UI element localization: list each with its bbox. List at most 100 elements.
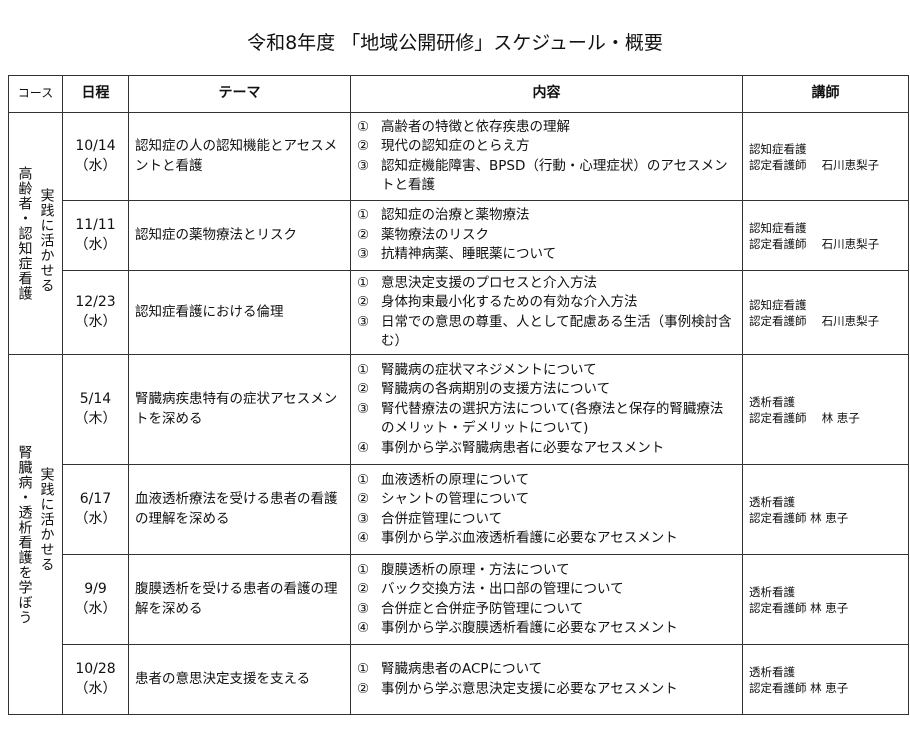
- content-item: ④ 事例から学ぶ腎臓病患者に必要なアセスメント: [357, 439, 736, 459]
- date-cell: 5/14 （木）: [62, 354, 129, 465]
- weekday: （水）: [74, 313, 117, 330]
- item-number: ④: [357, 530, 370, 546]
- item-number: ①: [357, 118, 370, 135]
- content-item: ③ 抗精神病薬、睡眠薬について: [357, 245, 736, 265]
- item-text: 腎代替療法の選択方法について(各療法と保存的腎臓療法のメリット・デメリットについ…: [381, 400, 724, 437]
- item-number: ③: [357, 246, 370, 263]
- content-cell: ① 腹膜透析の原理・方法について ② バック交換方法・出口部の管理について ③ 合併症と合…: [350, 554, 743, 645]
- item-text: 薬物療法のリスク: [381, 226, 489, 243]
- teacher-specialty: 認知症看護: [749, 220, 807, 235]
- item-number: ①: [357, 661, 370, 677]
- item-text: 高齢者の特徴と依存疾患の理解: [381, 118, 570, 135]
- content-item: ③ 日常での意思の尊重、人として配慮ある生活（事例検討含む）: [357, 313, 736, 352]
- weekday: （水）: [74, 680, 117, 697]
- teacher-specialty: 透析看護: [749, 394, 795, 409]
- item-number: ①: [357, 561, 370, 578]
- content-item: ③ 合併症と合併症予防管理について: [357, 600, 736, 620]
- weekday: （水）: [74, 236, 117, 253]
- course-subtitle: 実践に活かせる: [38, 466, 55, 572]
- date-cell: 11/11 （水）: [62, 200, 129, 271]
- content-item: ④ 事例から学ぶ血液透析看護に必要なアセスメント: [357, 529, 736, 549]
- table-row: 11/11 （水） 認知症の薬物療法とリスク ① 認知症の治療と薬物療法 ② 薬物療法のリス…: [9, 200, 909, 271]
- item-text: 事例から学ぶ意思決定支援に必要なアセスメント: [381, 680, 678, 697]
- header-theme: テーマ: [128, 75, 351, 113]
- item-text: 現代の認知症のとらえ方: [381, 138, 530, 154]
- header-teacher: 講師: [742, 75, 909, 113]
- teacher-name: 認定看護師 林 恵子: [749, 600, 849, 615]
- content-item: ① 高齢者の特徴と依存疾患の理解: [357, 118, 736, 138]
- date: 12/23: [75, 294, 116, 310]
- content-item: ② 現代の認知症のとらえ方: [357, 137, 736, 157]
- weekday: （水）: [74, 510, 117, 527]
- teacher-specialty: 透析看護: [749, 494, 795, 509]
- item-text: 事例から学ぶ腹膜透析看護に必要なアセスメント: [381, 620, 678, 636]
- item-text: 認知症の治療と薬物療法: [381, 207, 530, 224]
- item-text: 合併症と合併症予防管理について: [381, 600, 584, 617]
- date: 5/14: [79, 391, 112, 407]
- item-text: 血液透析の原理について: [381, 471, 530, 488]
- date-cell: 12/23 （水）: [62, 270, 129, 355]
- table-row: 6/17 （水） 血液透析療法を受ける患者の看護の理解を深める ① 血液透析の原理につい…: [9, 464, 909, 555]
- table-row: 実践に活かせる 腎臓病・透析看護を学ぼう 5/14 （木） 腎臓病疾患特有の症状アセスメ…: [8, 354, 909, 715]
- date: 10/14: [75, 138, 116, 154]
- theme-cell: 認知症の人の認知機能とアセスメントと看護: [128, 112, 351, 201]
- item-number: ②: [357, 294, 370, 310]
- teacher-cell: 認知症看護 認定看護師 石川恵梨子: [742, 270, 909, 355]
- item-text: 身体拘束最小化するための有効な介入方法: [381, 294, 638, 310]
- item-number: ③: [357, 400, 370, 417]
- item-text: 腎臓病の各病期別の支援方法について: [381, 381, 611, 398]
- theme-cell: 患者の意思決定支援を支える: [128, 644, 351, 715]
- date: 10/28: [75, 661, 116, 677]
- item-number: ②: [357, 581, 370, 597]
- weekday: （水）: [74, 157, 117, 174]
- content-item: ① 腎臓病患者のACPについて: [357, 660, 736, 680]
- teacher-cell: 透析看護 認定看護師 林 恵子: [742, 464, 909, 555]
- theme-cell: 認知症の薬物療法とリスク: [128, 200, 351, 271]
- item-text: 事例から学ぶ腎臓病患者に必要なアセスメント: [381, 439, 665, 456]
- item-text: 腎臓病の症状マネジメントについて: [381, 361, 597, 378]
- content-item: ① 認知症の治療と薬物療法: [357, 206, 736, 226]
- schedule-table: コース 日程 テーマ 内容 講師 実践に活かせる 高齢者・認知症看護 10/14 （水…: [8, 75, 909, 715]
- date: 11/11: [75, 217, 116, 233]
- content-item: ① 腹膜透析の原理・方法について: [357, 561, 736, 581]
- teacher-name: 認定看護師 林 恵子: [749, 510, 849, 525]
- teacher-name: 認定看護師 石川恵梨子: [749, 313, 880, 328]
- header-row: コース 日程 テーマ 内容 講師: [8, 75, 909, 113]
- content-cell: ① 腎臓病患者のACPについて ② 事例から学ぶ意思決定支援に必要なアセスメント: [350, 644, 743, 715]
- teacher-name: 認定看護師 林 恵子: [749, 410, 860, 425]
- teacher-cell: 認知症看護 認定看護師 石川恵梨子: [742, 112, 909, 201]
- course-cell: 実践に活かせる 腎臓病・透析看護を学ぼう: [8, 354, 63, 715]
- content-item: ① 腎臓病の症状マネジメントについて: [357, 361, 736, 381]
- item-text: 認知症機能障害、BPSD（行動・心理症状）のアセスメントと看護: [381, 157, 728, 194]
- item-number: ③: [357, 510, 370, 527]
- date: 9/9: [84, 581, 107, 597]
- table-row: 9/9 （水） 腹膜透析を受ける患者の看護の理解を深める ① 腹膜透析の原理・方法につい…: [9, 554, 909, 645]
- item-number: ④: [357, 620, 370, 636]
- content-item: ② 腎臓病の各病期別の支援方法について: [357, 380, 736, 400]
- teacher-specialty: 透析看護: [749, 664, 795, 679]
- content-cell: ① 認知症の治療と薬物療法 ② 薬物療法のリスク ③ 抗精神病薬、睡眠薬について: [350, 200, 743, 271]
- item-text: 腎臓病患者のACPについて: [381, 661, 543, 677]
- date-cell: 10/14 （水）: [62, 112, 129, 201]
- content-item: ② 薬物療法のリスク: [357, 226, 736, 246]
- teacher-cell: 透析看護 認定看護師 林 恵子: [742, 644, 909, 715]
- item-number: ①: [357, 471, 370, 488]
- course-subtitle: 実践に活かせる: [38, 188, 55, 293]
- teacher-specialty: 認知症看護: [749, 297, 807, 312]
- teacher-cell: 透析看護 認定看護師 林 恵子: [742, 354, 909, 465]
- content-cell: ① 高齢者の特徴と依存疾患の理解 ② 現代の認知症のとらえ方 ③ 認知症機能障害、BPSD…: [350, 112, 743, 201]
- item-text: 抗精神病薬、睡眠薬について: [381, 246, 557, 263]
- teacher-cell: 認知症看護 認定看護師 石川恵梨子: [742, 200, 909, 271]
- item-text: シャントの管理について: [381, 491, 530, 507]
- weekday: （木）: [74, 410, 117, 427]
- item-number: ①: [357, 274, 370, 291]
- theme-cell: 腹膜透析を受ける患者の看護の理解を深める: [128, 554, 351, 645]
- item-number: ①: [357, 207, 370, 224]
- content-item: ② バック交換方法・出口部の管理について: [357, 580, 736, 600]
- weekday: （水）: [74, 600, 117, 617]
- content-item: ③ 腎代替療法の選択方法について(各療法と保存的腎臓療法のメリット・デメリットにつ…: [357, 400, 736, 439]
- course-title: 高齢者・認知症看護: [16, 166, 33, 301]
- content-item: ① 意思決定支援のプロセスと介入方法: [357, 274, 736, 294]
- theme-cell: 血液透析療法を受ける患者の看護の理解を深める: [128, 464, 351, 555]
- content-item: ② 身体拘束最小化するための有効な介入方法: [357, 293, 736, 313]
